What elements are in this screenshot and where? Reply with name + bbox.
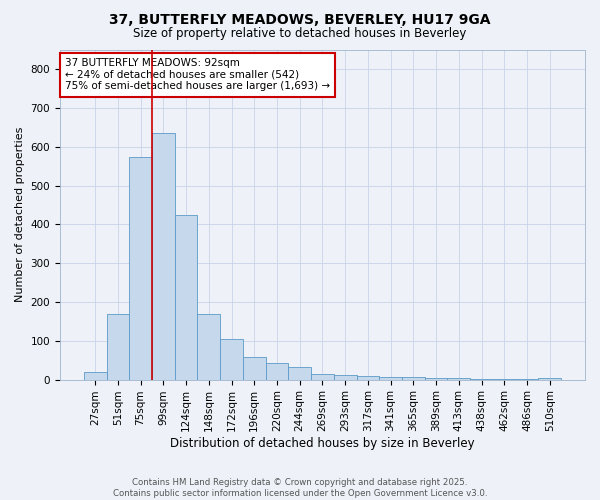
Bar [129,156,152,380]
Bar [538,378,561,380]
Text: 37, BUTTERFLY MEADOWS, BEVERLEY, HU17 9GA: 37, BUTTERFLY MEADOWS, BEVERLEY, HU17 9G… [109,12,491,26]
Bar [425,378,448,380]
Bar [311,374,334,380]
Bar [107,314,129,380]
Bar [448,378,470,380]
Y-axis label: Number of detached properties: Number of detached properties [15,127,25,302]
Bar [402,378,425,380]
Bar [220,339,243,380]
Bar [289,367,311,380]
Bar [197,314,220,380]
Bar [334,375,356,380]
Bar [356,376,379,380]
Bar [175,215,197,380]
Bar [266,364,289,380]
Bar [84,372,107,380]
X-axis label: Distribution of detached houses by size in Beverley: Distribution of detached houses by size … [170,437,475,450]
Bar [152,134,175,380]
Text: Size of property relative to detached houses in Beverley: Size of property relative to detached ho… [133,28,467,40]
Text: Contains HM Land Registry data © Crown copyright and database right 2025.
Contai: Contains HM Land Registry data © Crown c… [113,478,487,498]
Text: 37 BUTTERFLY MEADOWS: 92sqm
← 24% of detached houses are smaller (542)
75% of se: 37 BUTTERFLY MEADOWS: 92sqm ← 24% of det… [65,58,330,92]
Bar [470,379,493,380]
Bar [243,358,266,380]
Bar [379,377,402,380]
